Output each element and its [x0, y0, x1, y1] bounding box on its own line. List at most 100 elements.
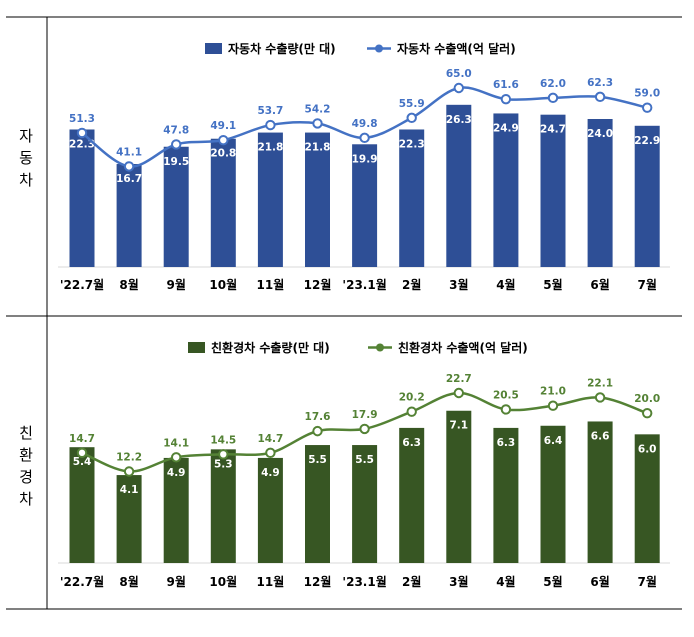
- bar-value-label: 4.9: [167, 467, 186, 479]
- line-point: [500, 404, 512, 415]
- legend-line-label: 자동차 수출액(억 달러): [397, 41, 516, 56]
- bar: [493, 427, 519, 563]
- bar: [257, 132, 283, 267]
- line-value-label: 17.9: [352, 409, 378, 421]
- line-value-label: 22.7: [446, 373, 472, 385]
- bar-value-label: 6.4: [544, 435, 563, 447]
- x-tick-label: '23.1월: [342, 574, 386, 589]
- bar-series: 5.4 4.1 4.9 5.3 4.9 5.5 5.5 6.3 7.1 6.3 6.4 6.6 6.0: [69, 410, 660, 563]
- x-tick-label: 2월: [402, 277, 421, 292]
- legend-line-marker: [375, 44, 383, 53]
- bar-value-label: 6.3: [497, 437, 516, 449]
- line-value-label: 17.6: [305, 411, 331, 423]
- line-value-label: 59.0: [634, 88, 660, 100]
- line-value-label: 14.1: [163, 437, 189, 449]
- x-tick-label: 6월: [590, 277, 609, 292]
- line-point: [453, 387, 464, 399]
- bar: [116, 475, 142, 563]
- bar: [587, 119, 613, 267]
- bar-value-label: 19.5: [163, 156, 189, 168]
- bar: [493, 113, 519, 267]
- x-tick-label: 5월: [543, 574, 562, 589]
- bar-value-label: 24.0: [587, 128, 613, 140]
- x-tick-label: 10월: [209, 574, 237, 589]
- x-tick-label: 8월: [119, 574, 138, 589]
- chart-automobile: 자동차 수출량(만 대) 자동차 수출액(억 달러) 22.3 16.7 19.5 2…: [58, 41, 670, 292]
- line-point: [171, 452, 182, 463]
- bar: [352, 144, 378, 267]
- line-value-label: 61.6: [493, 79, 519, 91]
- line-value-label: 14.7: [257, 433, 283, 445]
- line-point: [218, 449, 229, 460]
- x-tick-label: 3월: [449, 574, 468, 589]
- line-point: [594, 91, 606, 103]
- x-tick-label: 7월: [638, 574, 657, 589]
- line-point: [359, 423, 370, 435]
- legend-line-label: 친환경차 수출액(억 달러): [398, 340, 528, 355]
- bar-value-label: 20.8: [210, 148, 236, 160]
- bar-series: 22.3 16.7 19.5 20.8 21.8 21.8 19.9 22.3 26.3 24.9…: [69, 104, 660, 268]
- line-value-label: 62.3: [587, 77, 613, 89]
- bar-value-label: 19.9: [352, 153, 378, 165]
- legend: 자동차 수출량(만 대) 자동차 수출액(억 달러): [205, 41, 516, 56]
- x-tick-label: '22.7월: [60, 574, 104, 589]
- bar-value-label: 21.8: [257, 142, 283, 154]
- bar: [69, 447, 95, 563]
- bar: [305, 445, 330, 563]
- line-point: [312, 118, 323, 129]
- x-tick-label: 8월: [119, 277, 138, 292]
- line-point: [171, 139, 182, 150]
- line-point: [265, 447, 276, 459]
- x-tick-label: 12월: [304, 574, 332, 589]
- line-value-label: 20.2: [399, 392, 425, 404]
- bar-value-label: 5.3: [214, 458, 233, 470]
- line-value-label: 49.1: [210, 120, 236, 132]
- bar-value-label: 26.3: [446, 114, 472, 126]
- bar: [352, 445, 378, 563]
- bar-value-label: 5.5: [355, 454, 374, 466]
- bar-value-label: 16.7: [116, 173, 142, 185]
- chart-eco-friendly: 친환경차 수출량(만 대) 친환경차 수출액(억 달러) 5.44.14.95.…: [58, 340, 670, 589]
- line-series: 14.7 12.2 14.1 14.5 14.7 17.6 17.9 20.2 22.7 20.5…: [69, 373, 660, 477]
- bar: [587, 421, 613, 563]
- line-point: [594, 392, 606, 403]
- line-value-label: 21.0: [540, 386, 566, 398]
- bar: [634, 125, 660, 268]
- line-point: [76, 447, 88, 459]
- bar: [399, 129, 425, 267]
- line-value-label: 62.0: [540, 78, 566, 90]
- line-value-label: 20.0: [634, 393, 660, 405]
- line-point: [265, 119, 276, 131]
- line-point: [76, 127, 88, 139]
- bar: [540, 425, 566, 563]
- line-point: [547, 92, 559, 104]
- line-point: [312, 425, 323, 437]
- line-value-label: 55.9: [399, 98, 425, 110]
- x-tick-label: 3월: [449, 277, 468, 292]
- line-value-label: 12.2: [116, 452, 142, 464]
- x-tick-label: 12월: [304, 277, 332, 292]
- line-point: [123, 466, 135, 477]
- line-value-label: 14.7: [69, 433, 95, 445]
- line-series: 51.3 41.1 47.8 49.1 53.7 54.2 49.8 55.9 65.0 61.6…: [69, 68, 660, 172]
- legend-bar-swatch: [188, 342, 205, 353]
- legend: 친환경차 수출량(만 대) 친환경차 수출액(억 달러): [188, 340, 528, 355]
- bar-value-label: 5.5: [308, 454, 327, 466]
- bar: [116, 164, 142, 267]
- line-point: [547, 400, 559, 411]
- line-value-label: 54.2: [305, 103, 331, 115]
- bar: [257, 457, 283, 563]
- x-tick-label: 9월: [167, 574, 186, 589]
- x-tick-label: 2월: [402, 574, 421, 589]
- line-value-label: 49.8: [352, 118, 378, 130]
- bar: [69, 129, 95, 267]
- bar-value-label: 22.3: [69, 138, 95, 150]
- bar: [210, 138, 236, 267]
- line-point: [406, 406, 417, 417]
- line-point: [642, 407, 653, 419]
- line-value-label: 47.8: [163, 124, 189, 136]
